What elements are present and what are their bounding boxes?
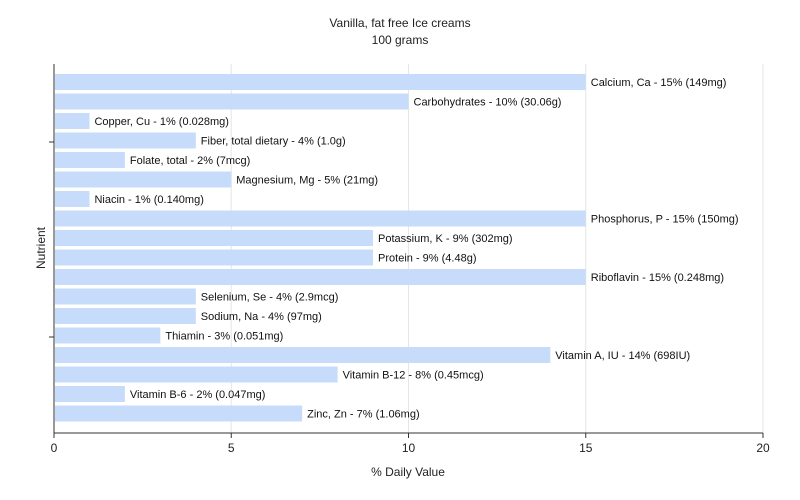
bar — [55, 113, 90, 129]
bar-data-label: Selenium, Se - 4% (2.9mcg) — [201, 292, 339, 304]
bar-data-label: Protein - 9% (4.48g) — [378, 253, 476, 265]
bar-data-label: Copper, Cu - 1% (0.028mg) — [94, 116, 229, 128]
y-axis-label: Nutrient — [34, 226, 48, 269]
bar-data-label: Magnesium, Mg - 5% (21mg) — [236, 175, 378, 187]
bar — [55, 171, 232, 188]
bar-data-label: Thiamin - 3% (0.051mg) — [165, 331, 283, 343]
bar-data-label: Phosphorus, P - 15% (150mg) — [591, 214, 739, 226]
x-axis-label: % Daily Value — [371, 465, 445, 479]
bar-data-label: Fiber, total dietary - 4% (1.0g) — [201, 136, 346, 148]
bar-data-label: Zinc, Zn - 7% (1.06mg) — [307, 409, 419, 421]
bar-data-label: Vitamin B-6 - 2% (0.047mg) — [130, 389, 266, 401]
bar — [55, 405, 303, 422]
bar — [55, 230, 374, 246]
bar — [55, 249, 374, 266]
bar — [55, 74, 586, 90]
chart-title: Vanilla, fat free Ice creams — [329, 16, 470, 30]
bar — [55, 347, 551, 363]
bar-data-label: Niacin - 1% (0.140mg) — [94, 194, 203, 206]
bar — [55, 269, 586, 285]
bar-data-label: Vitamin B-12 - 8% (0.45mcg) — [343, 370, 484, 382]
x-tick-label: 20 — [756, 441, 770, 455]
x-tick-label: 5 — [228, 441, 235, 455]
x-tick-label: 0 — [51, 441, 58, 455]
bar — [55, 152, 125, 168]
bar — [55, 366, 338, 383]
bar-data-label: Potassium, K - 9% (302mg) — [378, 233, 513, 245]
plot-area: 0 5 10 15 20 Calcium, Ca - 15% (149mg) Carbohy… — [49, 64, 770, 455]
bar — [55, 386, 125, 402]
bar — [55, 210, 586, 227]
bar-data-label: Vitamin A, IU - 14% (698IU) — [555, 350, 690, 362]
bar — [55, 132, 196, 149]
bar-data-label: Riboflavin - 15% (0.248mg) — [591, 272, 724, 284]
bar — [55, 288, 196, 305]
x-tick-label: 15 — [579, 441, 593, 455]
bar — [55, 308, 196, 324]
bar — [55, 93, 409, 110]
bar-data-label: Carbohydrates - 10% (30.06g) — [414, 97, 562, 109]
chart-subtitle: 100 grams — [372, 33, 429, 47]
bar — [55, 191, 90, 207]
bar-data-label: Sodium, Na - 4% (97mg) — [201, 311, 322, 323]
bar — [55, 327, 161, 344]
bar-data-label: Folate, total - 2% (7mcg) — [130, 155, 250, 167]
bar-data-label: Calcium, Ca - 15% (149mg) — [591, 77, 727, 89]
x-tick-label: 10 — [402, 441, 416, 455]
